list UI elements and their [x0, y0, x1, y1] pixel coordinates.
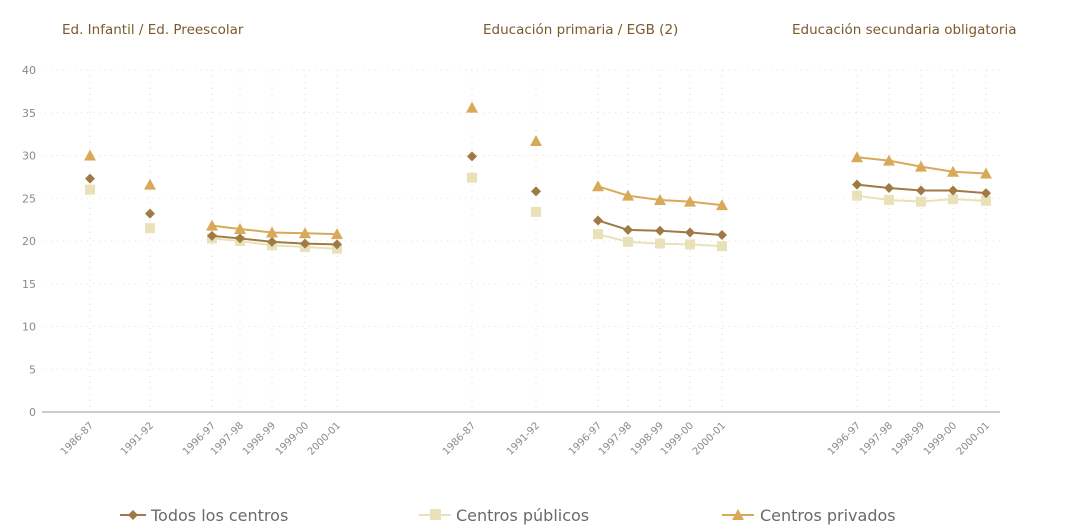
point-privados [466, 101, 478, 113]
point-todos [916, 185, 926, 196]
point-privados [299, 227, 311, 239]
x-axis-ticks: 1986-87 1991-92 1996-971997-981998-991999-… [59, 420, 992, 457]
panel-title-primaria: Educación primaria / EGB (2) [483, 22, 678, 38]
point-privados [947, 165, 959, 177]
x-tick-label: 1991-92 [119, 420, 156, 457]
series-line-publicos-panel-3 [856, 194, 987, 203]
y-tick-label: 40 [22, 64, 36, 77]
x-tick-label: 1999-00 [659, 420, 696, 457]
legend: Todos los centros Centros públicos Centr… [120, 506, 896, 525]
x-tick-label: 1986-87 [441, 420, 478, 457]
x-tick-label: 2000-01 [955, 420, 992, 457]
point-privados [206, 219, 218, 231]
y-tick-label: 30 [22, 150, 36, 163]
point-todos [145, 208, 155, 219]
legend-item-publicos: Centros públicos [419, 506, 589, 525]
point-todos [332, 239, 342, 250]
point-publicos [145, 223, 155, 234]
point-privados [851, 151, 863, 163]
point-todos [685, 227, 695, 238]
point-todos [655, 225, 665, 236]
point-privados [684, 195, 696, 207]
y-tick-label: 25 [22, 192, 36, 205]
legend-label-todos: Todos los centros [150, 506, 288, 525]
series-layer [84, 101, 992, 254]
point-todos [85, 173, 95, 184]
x-tick-label: 1996-97 [826, 420, 863, 457]
x-tick-label: 1998-99 [241, 420, 278, 457]
y-tick-label: 20 [22, 235, 36, 248]
point-todos [531, 186, 541, 197]
point-publicos [85, 184, 95, 195]
x-tick-label: 2000-01 [306, 420, 343, 457]
y-tick-label: 15 [22, 278, 36, 291]
y-tick-label: 10 [22, 321, 36, 334]
y-axis-ticks: 0 5 10 15 20 25 30 35 40 [22, 64, 36, 419]
point-todos [267, 236, 277, 247]
point-todos [593, 215, 603, 226]
x-tick-label: 2000-01 [691, 420, 728, 457]
point-privados [716, 199, 728, 211]
point-privados [266, 226, 278, 238]
point-privados [980, 167, 992, 179]
point-privados [331, 228, 343, 240]
y-tick-label: 35 [22, 107, 36, 120]
x-tick-label: 1986-87 [59, 420, 96, 457]
point-todos [884, 182, 894, 193]
point-privados [592, 180, 604, 192]
point-publicos [531, 206, 541, 217]
point-privados [622, 189, 634, 201]
legend-triangle-icon [732, 509, 744, 520]
point-privados [530, 134, 542, 146]
point-privados [234, 223, 246, 235]
point-privados [654, 193, 666, 205]
x-tick-label: 1997-98 [858, 420, 895, 457]
point-privados [144, 178, 156, 190]
legend-item-todos: Todos los centros [120, 506, 288, 525]
legend-item-privados: Centros privados [722, 506, 896, 525]
point-todos [300, 238, 310, 249]
x-tick-label: 1991-92 [505, 420, 542, 457]
point-todos [207, 230, 217, 241]
panel-title-infantil: Ed. Infantil / Ed. Preescolar [62, 22, 244, 38]
x-tick-label: 1999-00 [922, 420, 959, 457]
point-todos [981, 188, 991, 199]
legend-square-icon [430, 509, 441, 520]
panel-titles: Ed. Infantil / Ed. Preescolar Educación … [62, 22, 1017, 38]
legend-diamond-icon [128, 510, 138, 520]
y-tick-label: 0 [29, 406, 36, 419]
x-tick-label: 1997-98 [597, 420, 634, 457]
point-todos [623, 224, 633, 235]
y-tick-label: 5 [29, 363, 36, 376]
point-todos [948, 185, 958, 196]
point-privados [84, 149, 96, 161]
point-privados [883, 154, 895, 166]
series-line-publicos-panel-2 [597, 233, 723, 248]
legend-label-privados: Centros privados [760, 506, 896, 525]
legend-label-publicos: Centros públicos [456, 506, 589, 525]
x-tick-label: 1998-99 [890, 420, 927, 457]
point-publicos [467, 172, 477, 183]
grid-layer [45, 69, 1000, 412]
point-todos [467, 151, 477, 162]
point-todos [235, 233, 245, 244]
point-privados [915, 160, 927, 172]
point-todos [852, 179, 862, 190]
panel-title-secundaria: Educación secundaria obligatoria [792, 22, 1017, 38]
x-tick-label: 1999-00 [274, 420, 311, 457]
point-todos [717, 230, 727, 241]
